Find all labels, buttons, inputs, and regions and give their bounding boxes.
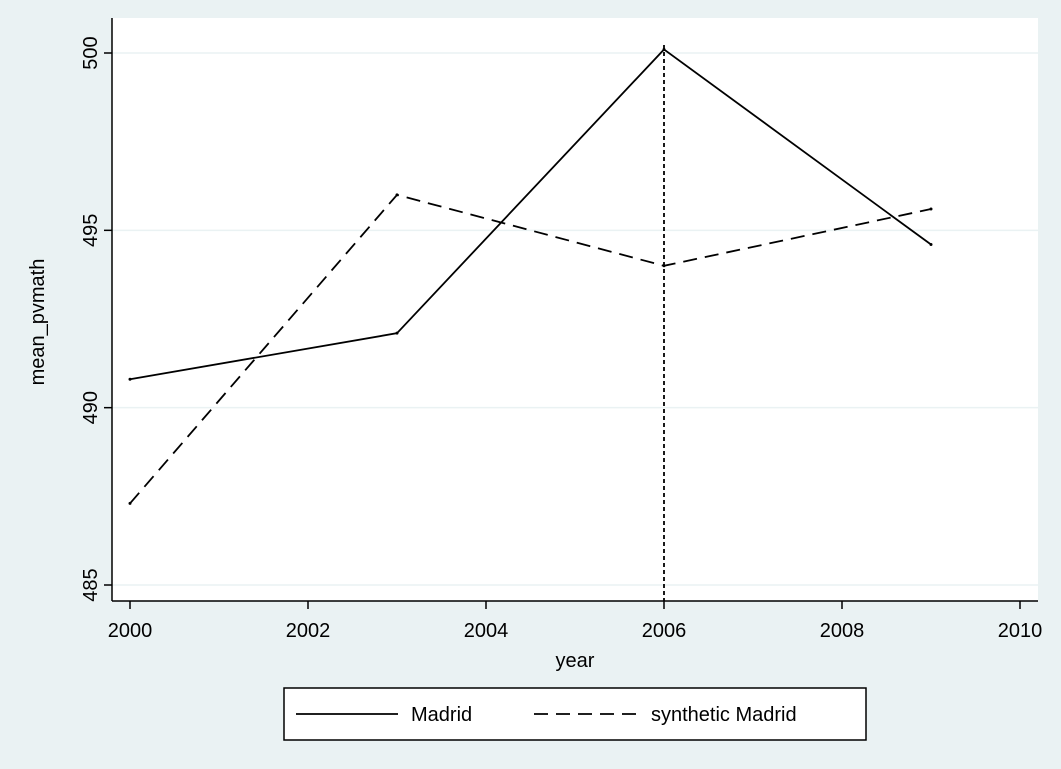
y-axis-label: mean_pvmath xyxy=(27,259,49,386)
data-point-synthetic-madrid-2003 xyxy=(395,193,399,197)
data-point-synthetic-madrid-2009 xyxy=(929,207,933,211)
series-line-madrid xyxy=(129,48,932,381)
data-point-madrid-2000 xyxy=(128,377,132,381)
axes: 485 490 495 500 2000 2002 2004 2006 2008 2010 xyxy=(80,18,1042,642)
series-line-synthetic-madrid xyxy=(129,193,932,505)
data-point-madrid-2006 xyxy=(662,47,666,51)
x-tick-label-2006: 2006 xyxy=(642,620,687,642)
x-tick-label-2002: 2002 xyxy=(286,620,331,642)
x-tick-label-2010: 2010 xyxy=(998,620,1043,642)
gridlines xyxy=(112,52,1038,586)
x-axis-label: year xyxy=(556,650,595,672)
y-tick-label-490: 490 xyxy=(80,391,102,424)
series-layer xyxy=(128,47,933,505)
data-point-madrid-2009 xyxy=(929,243,933,247)
x-tick-label-2004: 2004 xyxy=(464,620,509,642)
legend-label-synthetic-madrid: synthetic Madrid xyxy=(651,704,797,726)
data-point-synthetic-madrid-2000 xyxy=(128,501,132,505)
data-point-synthetic-madrid-2006 xyxy=(662,264,666,268)
plot-area xyxy=(112,18,1038,601)
legend-label-madrid: Madrid xyxy=(411,704,472,726)
y-tick-label-485: 485 xyxy=(80,568,102,601)
y-tick-label-500: 500 xyxy=(80,36,102,69)
y-tick-label-495: 495 xyxy=(80,214,102,247)
data-point-madrid-2003 xyxy=(395,331,399,335)
x-tick-label-2008: 2008 xyxy=(820,620,865,642)
legend: Madrid synthetic Madrid xyxy=(283,687,867,741)
x-tick-label-2000: 2000 xyxy=(108,620,153,642)
